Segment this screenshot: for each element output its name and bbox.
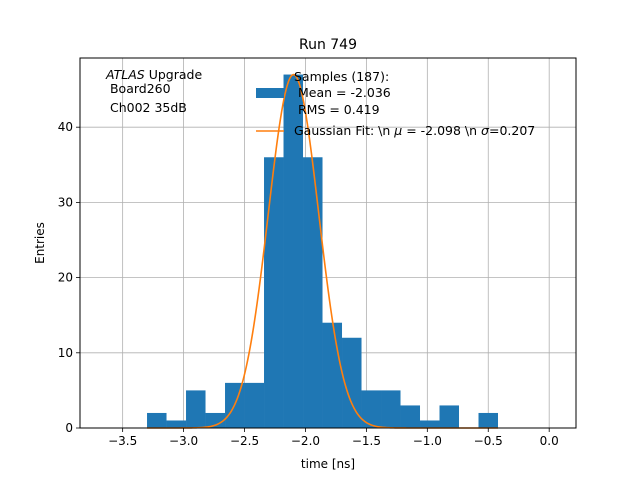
histogram-bar-12	[381, 390, 401, 428]
annotation-line-1: ATLAS Upgrade	[105, 67, 202, 82]
x-tick-label-3: −2.0	[291, 434, 320, 448]
x-tick-label-0: −3.5	[108, 434, 137, 448]
histogram-bar-9	[322, 322, 343, 428]
histogram-bar-5	[244, 382, 265, 428]
legend-hist-line-2: Mean = -2.036	[294, 85, 391, 100]
x-tick-label-4: −1.5	[352, 434, 381, 448]
annotation-upgrade: Upgrade	[145, 67, 203, 82]
y-tick-label-3: 30	[58, 195, 73, 209]
legend-hist-swatch	[256, 88, 284, 98]
histogram-bar-13	[400, 405, 421, 428]
legend-fit-mid: = -2.098 \n	[402, 123, 481, 138]
legend-hist-line-3: RMS = 0.419	[294, 102, 380, 117]
y-axis-ticks: 0 10 20 30 40	[58, 120, 80, 435]
legend-fit-prefix: Gaussian Fit: \n	[294, 123, 394, 138]
x-axis-ticks: −3.5 −3.0 −2.5 −2.0 −1.5 −1.0 −0.5 0.0	[108, 428, 559, 448]
x-tick-label-5: −1.0	[413, 434, 442, 448]
histogram-bar-17	[478, 412, 499, 428]
legend-hist-line-1: Samples (187):	[294, 69, 389, 84]
annotation-line-3: Ch002 35dB	[106, 100, 187, 115]
atlas-annotation: ATLAS Upgrade Board260 Ch002 35dB	[105, 67, 202, 115]
legend-fit-suffix: =0.207	[489, 123, 535, 138]
chart-title: Run 749	[299, 37, 357, 53]
histogram-bar-15	[439, 405, 460, 428]
x-tick-label-6: −0.5	[474, 434, 503, 448]
histogram-bar-3	[205, 412, 226, 428]
x-axis-label: time [ns]	[301, 457, 355, 471]
annotation-atlas: ATLAS	[105, 67, 145, 82]
histogram-bar-2	[186, 390, 206, 428]
legend-fit-mu: μ	[393, 123, 402, 138]
histogram-bar-11	[361, 390, 382, 428]
y-tick-label-0: 0	[65, 421, 73, 435]
histogram-bar-7	[283, 74, 304, 429]
x-tick-label-2: −2.5	[230, 434, 259, 448]
legend: Samples (187): Mean = -2.036 RMS = 0.419…	[256, 69, 535, 138]
legend-fit-label: Gaussian Fit: \n μ = -2.098 \n σ=0.207	[294, 123, 535, 138]
histogram-bar-8	[303, 157, 323, 428]
x-tick-label-1: −3.0	[169, 434, 198, 448]
y-tick-label-4: 40	[58, 120, 73, 134]
histogram-bar-10	[342, 337, 362, 428]
x-tick-label-7: 0.0	[540, 434, 559, 448]
histogram-bar-6	[264, 157, 284, 428]
y-tick-label-2: 20	[58, 271, 73, 285]
y-axis-label: Entries	[33, 222, 47, 264]
legend-fit-sigma: σ	[481, 123, 490, 138]
y-tick-label-1: 10	[58, 346, 73, 360]
histogram-bar-1	[166, 420, 187, 428]
annotation-line-2: Board260	[106, 81, 171, 96]
plot-frame	[79, 57, 577, 429]
histogram-bar-0	[147, 412, 167, 428]
histogram-bar-14	[420, 420, 440, 428]
